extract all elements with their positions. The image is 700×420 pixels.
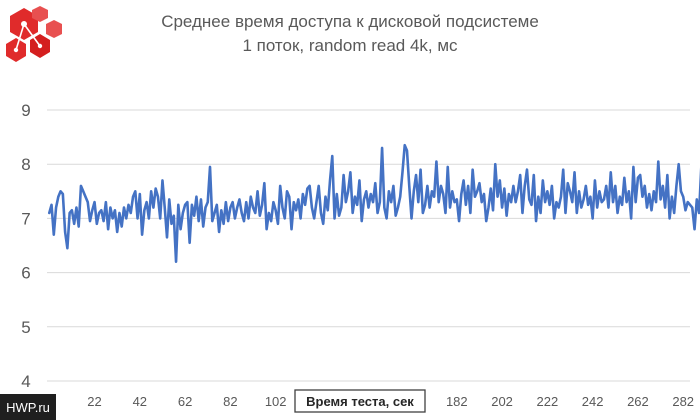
watermark-background: [0, 394, 56, 420]
x-axis-label: Время теста, сек: [306, 394, 414, 409]
x-tick-label: 262: [627, 394, 649, 409]
grid-lines: [47, 109, 690, 382]
x-tick-label: 22: [87, 394, 101, 409]
x-tick-label: 222: [537, 394, 559, 409]
x-tick-label: 102: [265, 394, 287, 409]
y-tick-label: 8: [21, 155, 30, 174]
chart-title-line1: Среднее время доступа к дисковой подсист…: [161, 12, 539, 31]
y-axis-ticks: 4 5 6 7 8 9: [21, 101, 30, 391]
series-line-0: [47, 143, 700, 264]
x-axis-ticks: 22 42 62 82 102 182 202 222 242 262 282: [87, 394, 694, 409]
x-tick-label: 282: [672, 394, 694, 409]
y-tick-label: 6: [21, 264, 30, 283]
hwp-hexagon-logo-icon: [6, 6, 62, 62]
series-layer: [47, 143, 700, 264]
y-tick-label: 7: [21, 209, 30, 228]
chart-title-line2: 1 поток, random read 4k, мс: [242, 36, 458, 55]
x-tick-label: 182: [446, 394, 468, 409]
watermark-text: HWP.ru: [6, 400, 50, 415]
x-axis-label-box: [294, 389, 426, 413]
y-tick-label: 9: [21, 101, 30, 120]
y-tick-label: 5: [21, 318, 30, 337]
x-tick-label: 42: [133, 394, 147, 409]
x-tick-label: 242: [582, 394, 604, 409]
y-tick-label: 4: [21, 372, 30, 391]
x-tick-label: 202: [491, 394, 513, 409]
x-tick-label: 62: [178, 394, 192, 409]
x-tick-label: 82: [223, 394, 237, 409]
